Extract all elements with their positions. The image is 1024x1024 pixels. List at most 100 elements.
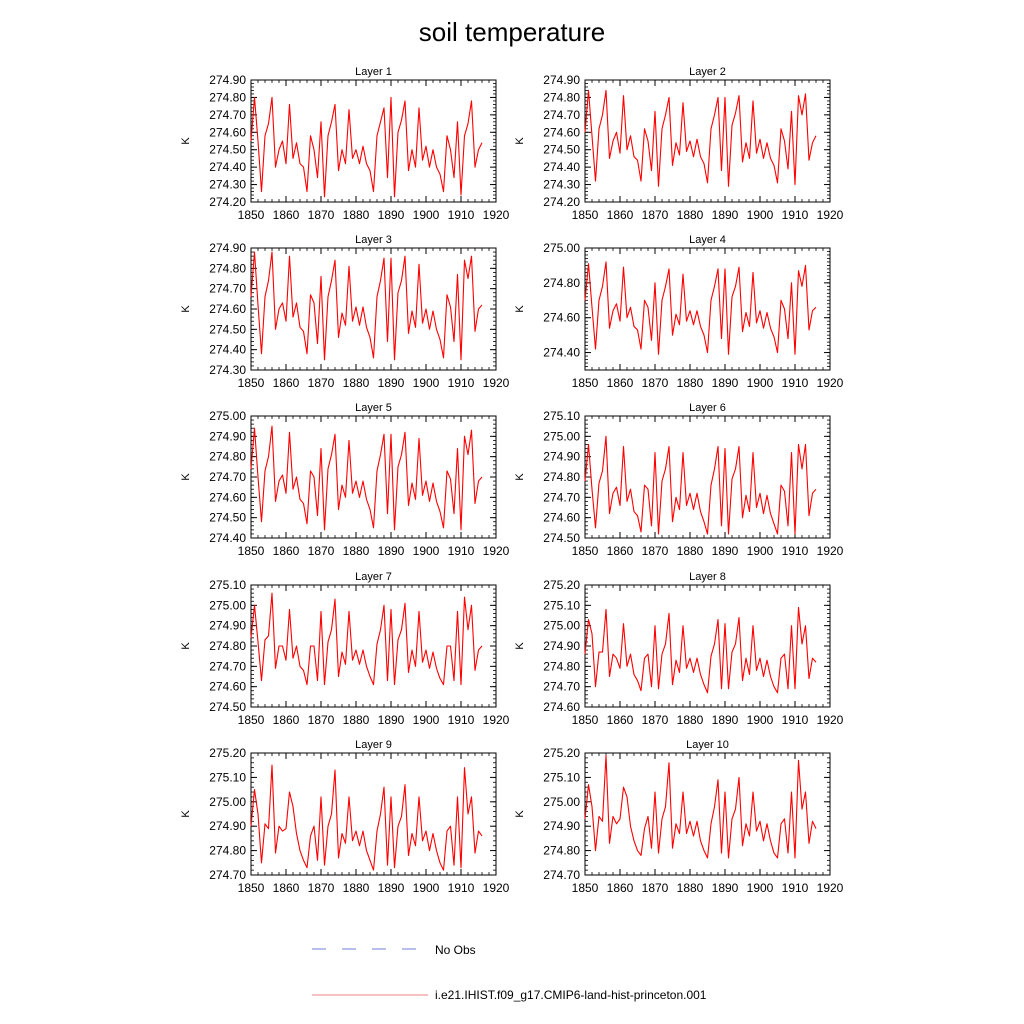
- y-tick-label: 275.10: [209, 770, 246, 784]
- x-tick-label: 1850: [238, 881, 265, 895]
- x-tick-label: 1880: [343, 208, 370, 222]
- panel-layer-7: 1850 1860 1870 1880 1890 1900 1910 1920 274.50 27…: [180, 571, 510, 727]
- x-tick-label: 1890: [378, 881, 405, 895]
- y-tick-label: 274.90: [543, 450, 580, 464]
- x-tick-label: 1850: [238, 208, 265, 222]
- y-tick-label: 274.70: [543, 868, 580, 882]
- x-tick-label: 1920: [817, 208, 844, 222]
- y-tick-label: 274.70: [543, 490, 580, 504]
- y-tick-label: 274.50: [209, 511, 246, 525]
- y-tick-label: 274.40: [543, 160, 580, 174]
- y-tick-label: 274.80: [543, 470, 580, 484]
- x-tick-label: 1890: [378, 376, 405, 390]
- x-tick-label: 1880: [677, 376, 704, 390]
- x-tick-label: 1880: [343, 376, 370, 390]
- y-tick-label: 274.20: [543, 195, 580, 209]
- x-tick-label: 1910: [782, 208, 809, 222]
- x-tick-label: 1910: [448, 881, 475, 895]
- panel-title: Layer 8: [689, 571, 726, 583]
- panel-frame: [584, 247, 831, 371]
- panel-frame: [584, 79, 831, 203]
- y-axis-label: K: [180, 137, 192, 145]
- panel-title: Layer 9: [355, 739, 392, 751]
- x-tick-label: 1870: [308, 376, 335, 390]
- x-tick-label: 1860: [273, 713, 300, 727]
- panel-frame: [250, 752, 497, 876]
- x-tick-label: 1910: [448, 376, 475, 390]
- x-tick-label: 1920: [817, 376, 844, 390]
- x-tick-label: 1880: [343, 544, 370, 558]
- y-tick-label: 274.40: [209, 531, 246, 545]
- y-tick-label: 275.00: [209, 409, 246, 423]
- x-tick-label: 1870: [308, 881, 335, 895]
- x-tick-label: 1850: [572, 713, 599, 727]
- x-tick-label: 1910: [782, 376, 809, 390]
- x-tick-label: 1870: [308, 544, 335, 558]
- y-tick-label: 275.10: [543, 409, 580, 423]
- y-tick-label: 274.30: [209, 363, 246, 377]
- y-tick-label: 275.00: [543, 429, 580, 443]
- x-tick-label: 1890: [712, 713, 739, 727]
- series-line: [584, 754, 817, 859]
- y-tick-label: 274.50: [209, 143, 246, 157]
- x-tick-label: 1900: [413, 713, 440, 727]
- x-tick-label: 1860: [607, 376, 634, 390]
- y-axis-label: K: [514, 305, 526, 313]
- y-axis-label: K: [180, 642, 192, 650]
- x-tick-label: 1860: [273, 376, 300, 390]
- x-tick-label: 1850: [572, 881, 599, 895]
- y-tick-label: 274.80: [543, 276, 580, 290]
- y-tick-label: 274.80: [209, 844, 246, 858]
- y-tick-label: 274.70: [209, 108, 246, 122]
- x-tick-label: 1880: [677, 208, 704, 222]
- y-tick-label: 275.10: [209, 578, 246, 592]
- x-tick-label: 1890: [712, 544, 739, 558]
- panel-title: Layer 6: [689, 402, 726, 414]
- x-tick-label: 1890: [378, 544, 405, 558]
- y-axis-label: K: [514, 137, 526, 145]
- y-axis-label: K: [180, 305, 192, 313]
- y-tick-label: 274.80: [209, 639, 246, 653]
- y-tick-label: 275.20: [543, 746, 580, 760]
- x-tick-label: 1920: [483, 208, 510, 222]
- x-tick-label: 1910: [448, 713, 475, 727]
- legend-model-label: i.e21.IHIST.f09_g17.CMIP6-land-hist-prin…: [435, 988, 707, 1002]
- x-tick-label: 1850: [572, 544, 599, 558]
- y-tick-label: 274.50: [543, 531, 580, 545]
- x-tick-label: 1920: [817, 544, 844, 558]
- panel-layer-10: 1850 1860 1870 1880 1890 1900 1910 1920 274.70 27…: [514, 739, 844, 895]
- x-tick-label: 1910: [782, 544, 809, 558]
- y-tick-label: 274.60: [543, 125, 580, 139]
- y-tick-label: 274.80: [209, 90, 246, 104]
- x-tick-label: 1920: [483, 376, 510, 390]
- y-tick-label: 275.20: [209, 746, 246, 760]
- y-axis-label: K: [514, 810, 526, 818]
- x-tick-label: 1860: [607, 713, 634, 727]
- x-tick-label: 1860: [273, 544, 300, 558]
- x-tick-label: 1900: [747, 713, 774, 727]
- x-tick-label: 1860: [607, 208, 634, 222]
- y-tick-label: 274.50: [543, 143, 580, 157]
- y-tick-label: 274.90: [543, 639, 580, 653]
- panel-title: Layer 2: [689, 66, 726, 78]
- y-tick-label: 274.70: [209, 470, 246, 484]
- x-tick-label: 1900: [747, 544, 774, 558]
- y-tick-label: 274.80: [209, 450, 246, 464]
- x-tick-label: 1880: [677, 544, 704, 558]
- series-line: [250, 592, 483, 686]
- x-tick-label: 1890: [712, 208, 739, 222]
- series-line: [250, 251, 483, 361]
- y-tick-label: 274.90: [209, 73, 246, 87]
- series-line: [250, 425, 483, 531]
- y-tick-label: 274.60: [543, 511, 580, 525]
- x-tick-label: 1860: [607, 544, 634, 558]
- x-tick-label: 1920: [817, 881, 844, 895]
- y-axis-label: K: [514, 642, 526, 650]
- series-line: [584, 261, 817, 355]
- x-tick-label: 1860: [273, 208, 300, 222]
- x-tick-label: 1900: [747, 881, 774, 895]
- y-tick-label: 274.70: [209, 659, 246, 673]
- x-tick-label: 1870: [308, 713, 335, 727]
- x-tick-label: 1860: [273, 881, 300, 895]
- x-tick-label: 1920: [483, 544, 510, 558]
